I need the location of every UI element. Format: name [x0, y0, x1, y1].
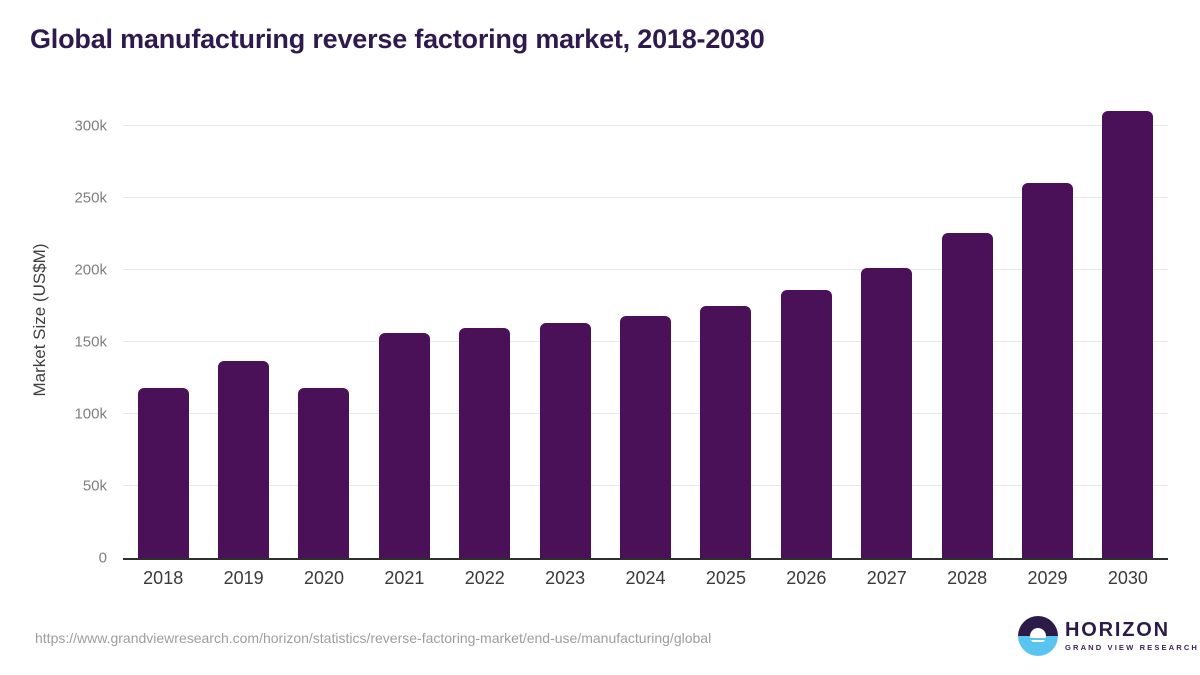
- x-axis-tick-labels: 2018 2019 2020 2021 2022 2023 2024 2025 2026 2027…: [123, 568, 1168, 589]
- x-axis-label-2022: 2022: [464, 568, 505, 588]
- x-axis-label-2026: 2026: [786, 568, 827, 588]
- x-axis-label-2024: 2024: [625, 568, 666, 588]
- reflection-line: [1026, 642, 1050, 644]
- bar-slot-2026: [766, 110, 846, 558]
- bar-2024[interactable]: [620, 316, 672, 558]
- horizon-logo[interactable]: HORIZON GRAND VIEW RESEARCH: [1018, 616, 1199, 656]
- bar-series: [123, 110, 1168, 558]
- bar-2018[interactable]: [137, 388, 189, 558]
- bar-2029[interactable]: [1021, 182, 1073, 558]
- bar-slot-2027: [847, 110, 927, 558]
- bar-slot-2025: [686, 110, 766, 558]
- bar-2022[interactable]: [459, 327, 511, 558]
- y-tick-label-50k: 50k: [82, 477, 107, 495]
- x-axis-label-2030: 2030: [1107, 568, 1148, 588]
- x-axis-label-2020: 2020: [303, 568, 344, 588]
- bar-slot-2028: [927, 110, 1007, 558]
- y-tick-label-0: 0: [98, 549, 107, 567]
- bar-slot-2023: [525, 110, 605, 558]
- bar-2023[interactable]: [539, 323, 591, 558]
- bar-2028[interactable]: [941, 233, 993, 558]
- bar-slot-2030: [1088, 110, 1168, 558]
- bar-2027[interactable]: [861, 267, 913, 558]
- logo-title: HORIZON: [1065, 619, 1170, 641]
- bar-slot-2022: [445, 110, 525, 558]
- bar-slot-2029: [1007, 110, 1087, 558]
- y-tick-label-150k: 150k: [74, 333, 107, 351]
- x-axis-label-2021: 2021: [384, 568, 425, 588]
- bar-2025[interactable]: [700, 305, 752, 558]
- bar-slot-2020: [284, 110, 364, 558]
- sun-glyph: [1030, 628, 1046, 644]
- y-tick-label-250k: 250k: [74, 189, 107, 207]
- gridline-200k: [123, 268, 1168, 270]
- x-axis-label-2029: 2029: [1027, 568, 1068, 588]
- x-axis-label-2027: 2027: [866, 568, 907, 588]
- plot-area: [123, 110, 1168, 560]
- bar-slot-2021: [364, 110, 444, 558]
- bar-slot-2018: [123, 110, 203, 558]
- chart-title: Global manufacturing reverse factoring m…: [30, 24, 765, 54]
- bar-2020[interactable]: [298, 387, 350, 558]
- bar-2030[interactable]: [1102, 111, 1154, 558]
- y-tick-label-300k: 300k: [74, 117, 107, 135]
- bar-slot-2024: [605, 110, 685, 558]
- x-axis-label-2025: 2025: [705, 568, 746, 588]
- bar-2026[interactable]: [780, 290, 832, 558]
- x-axis-label-2028: 2028: [947, 568, 988, 588]
- horizon-sun-icon: [1018, 616, 1058, 656]
- reflection-line: [1026, 638, 1050, 640]
- y-tick-label-100k: 100k: [74, 405, 107, 423]
- gridline-300k: [123, 124, 1168, 126]
- bar-2021[interactable]: [378, 333, 430, 558]
- x-axis-label-2019: 2019: [223, 568, 264, 588]
- y-tick-label-200k: 200k: [74, 261, 107, 279]
- y-axis-tick-labels: 0 50k 100k 150k 200k 250k 300k: [0, 110, 107, 566]
- source-url: https://www.grandviewresearch.com/horizo…: [35, 630, 712, 646]
- x-axis-label-2023: 2023: [545, 568, 586, 588]
- gridline-250k: [123, 196, 1168, 198]
- logo-subtitle: GRAND VIEW RESEARCH: [1065, 643, 1199, 652]
- bar-slot-2019: [203, 110, 283, 558]
- bar-2019[interactable]: [218, 360, 270, 558]
- x-axis-label-2018: 2018: [143, 568, 184, 588]
